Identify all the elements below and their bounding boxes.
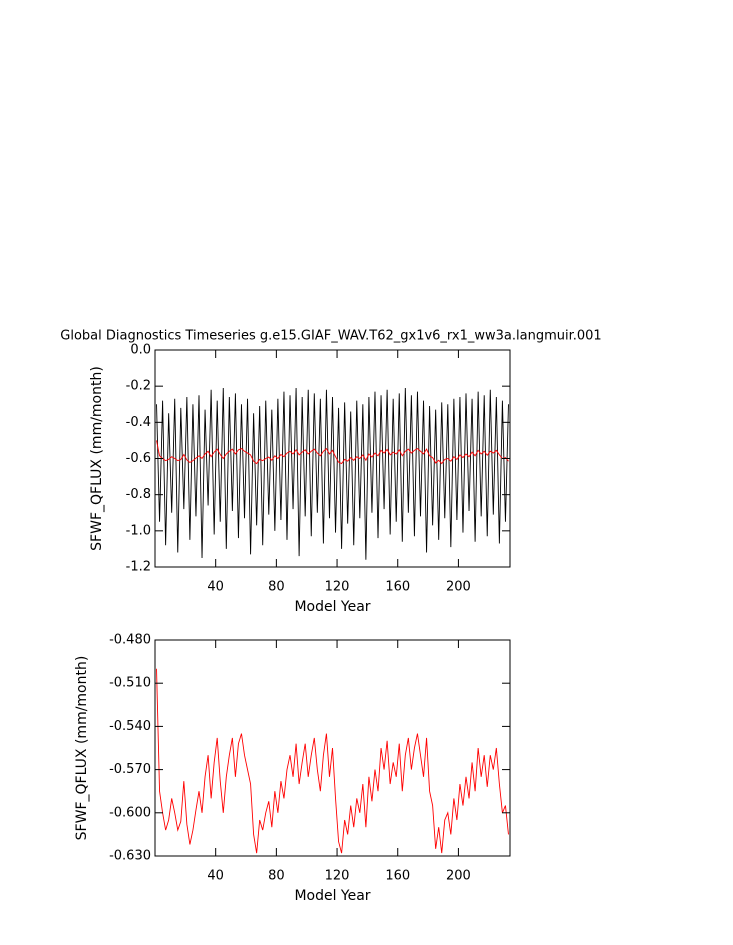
x-tick-label: 200 <box>446 580 471 595</box>
x-axis-label: Model Year <box>294 599 370 615</box>
x-axis-label: Model Year <box>294 888 370 904</box>
x-tick-label: 160 <box>385 869 410 884</box>
data-line <box>156 668 509 854</box>
y-tick-label: -1.0 <box>126 523 151 538</box>
y-tick-label: -0.570 <box>109 762 151 777</box>
plot-frame <box>154 639 511 857</box>
y-tick-label: 0.0 <box>130 343 151 358</box>
y-tick-label: -0.510 <box>109 676 151 691</box>
data-line <box>156 440 509 465</box>
x-tick-label: 40 <box>207 869 224 884</box>
y-tick-label: -0.630 <box>109 849 151 864</box>
x-tick-label: 40 <box>207 580 224 595</box>
y-tick-label: -0.6 <box>126 451 151 466</box>
plot-frame <box>154 349 511 568</box>
x-tick-label: 160 <box>385 580 410 595</box>
y-tick-label: -0.8 <box>126 487 151 502</box>
y-tick-label: -0.4 <box>126 415 151 430</box>
x-tick-label: 200 <box>446 869 471 884</box>
data-line <box>156 387 509 560</box>
y-tick-label: -0.600 <box>109 805 151 820</box>
y-tick-label: -0.2 <box>126 379 151 394</box>
x-tick-label: 120 <box>325 869 350 884</box>
x-tick-label: 80 <box>268 869 285 884</box>
y-axis-label: SFWF_QFLUX (mm/month) <box>89 366 105 551</box>
x-tick-label: 80 <box>268 580 285 595</box>
x-tick-label: 120 <box>325 580 350 595</box>
chart-title: Global Diagnostics Timeseries g.e15.GIAF… <box>60 329 601 344</box>
y-tick-label: -0.480 <box>109 633 151 648</box>
y-axis-label: SFWF_QFLUX (mm/month) <box>74 656 90 841</box>
y-tick-label: -0.540 <box>109 719 151 734</box>
y-tick-label: -1.2 <box>126 560 151 575</box>
